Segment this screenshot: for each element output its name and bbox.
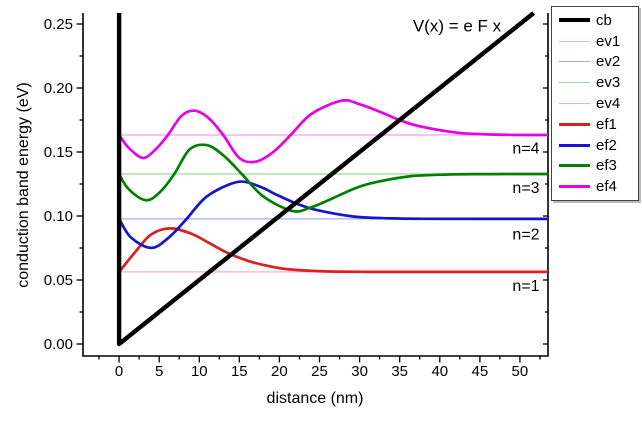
legend-swatch-ev3	[559, 82, 590, 84]
x-tick-label: 30	[351, 363, 368, 380]
legend-swatch-ef1	[559, 122, 590, 126]
x-tick-label: 25	[311, 363, 328, 380]
x-tick-label: 40	[431, 363, 448, 380]
legend-item-ev4: ev4	[559, 93, 638, 114]
series-ef3-line	[117, 143, 549, 213]
annotation-n-4: n=4	[512, 141, 539, 158]
y-tick-label: 0.15	[44, 144, 73, 161]
x-axis-title: distance (nm)	[266, 390, 364, 407]
legend-item-ev1: ev1	[559, 31, 638, 52]
legend-label-ev3: ev3	[596, 74, 621, 92]
y-tick-label: 0.00	[44, 336, 73, 353]
series-cb-line	[116, 11, 536, 347]
y-tick-label: 0.20	[44, 80, 73, 97]
legend-item-ef3: ef3	[559, 156, 638, 177]
annotation-v-x-e-f-x: V(x) = e F x	[413, 17, 502, 36]
legend-label-ev1: ev1	[596, 32, 621, 50]
legend-item-ef4: ef4	[559, 176, 638, 197]
x-tick-label: 50	[512, 363, 529, 380]
legend-item-ef1: ef1	[559, 114, 638, 135]
x-tick-label: 0	[115, 363, 123, 380]
legend-label-ef4: ef4	[596, 178, 617, 196]
y-tick-label: 0.10	[44, 208, 73, 225]
annotation-n-1: n=1	[512, 278, 539, 295]
legend-label-ef1: ef1	[596, 115, 617, 133]
x-tick-label: 45	[472, 363, 489, 380]
legend-item-cb: cb	[559, 10, 638, 31]
legend-swatch-ev4	[559, 103, 590, 105]
series-ef1-line	[118, 227, 548, 274]
legend-label-cb: cb	[596, 11, 612, 29]
legend-swatch-ev1	[559, 40, 590, 42]
y-axis-title: conduction band energy (eV)	[15, 82, 32, 288]
legend-label-ef3: ef3	[596, 157, 617, 175]
legend-item-ev3: ev3	[559, 72, 638, 93]
legend-label-ef2: ef2	[596, 136, 617, 154]
annotation-n-3: n=3	[512, 180, 539, 197]
y-tick-label: 0.05	[44, 272, 73, 289]
x-tick-label: 10	[191, 363, 208, 380]
legend-swatch-ef4	[559, 185, 590, 189]
series-ef4-line	[118, 98, 548, 164]
legend-item-ev2: ev2	[559, 52, 638, 73]
legend-item-ef2: ef2	[559, 135, 638, 156]
annotation-n-2: n=2	[512, 227, 539, 244]
series-ef2-line	[117, 180, 548, 250]
legend-swatch-cb	[559, 18, 590, 23]
legend-swatch-ef2	[559, 143, 590, 147]
x-tick-label: 20	[271, 363, 288, 380]
x-tick-label: 15	[231, 363, 248, 380]
legend-label-ev4: ev4	[596, 95, 621, 113]
y-tick-label: 0.25	[44, 16, 73, 33]
x-tick-label: 5	[155, 363, 163, 380]
legend: cb ev1 ev2 ev3 ev4 ef1 ef2 ef3 ef4	[551, 6, 639, 202]
x-tick-label: 35	[391, 363, 408, 380]
legend-swatch-ev2	[559, 61, 590, 63]
legend-swatch-ef3	[559, 164, 590, 168]
legend-label-ev2: ev2	[596, 53, 621, 71]
